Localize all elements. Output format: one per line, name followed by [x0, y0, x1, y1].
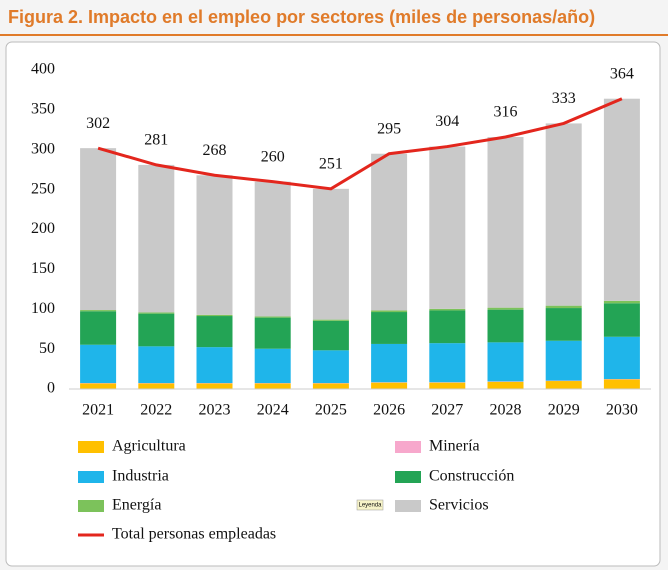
bar-segment	[545, 305, 582, 309]
bar-segment	[603, 98, 640, 301]
y-tick-label: 150	[31, 260, 55, 277]
bar-segment	[603, 379, 640, 389]
bar-segment	[429, 308, 466, 311]
legend-label: Energía	[112, 497, 161, 514]
bar-segment	[80, 383, 117, 389]
bar-segment	[138, 164, 175, 313]
x-tick-label: 2027	[431, 402, 463, 419]
bar-segment	[603, 300, 640, 304]
data-label: 302	[86, 115, 110, 132]
bar-segment	[80, 148, 117, 311]
legend-badge-box	[356, 499, 384, 511]
bar-segment	[487, 381, 524, 389]
bar-segment	[429, 343, 466, 383]
bar-segment	[487, 342, 524, 382]
bar-segment	[371, 153, 408, 311]
bar-segment	[196, 347, 233, 384]
x-tick-label: 2021	[82, 402, 114, 419]
legend-label: Minería	[429, 438, 480, 455]
y-tick-label: 200	[31, 220, 55, 237]
legend-label: Total personas empleadas	[112, 526, 276, 543]
bar-segment	[80, 311, 117, 345]
legend-label: Industria	[112, 468, 169, 485]
bar-segment	[603, 303, 640, 337]
data-label: 281	[144, 132, 168, 149]
bar-segment	[254, 317, 291, 349]
bar-segment	[371, 310, 408, 313]
bar-segment	[603, 336, 640, 380]
data-label: 295	[377, 120, 401, 137]
bar-segment	[196, 316, 233, 348]
data-label: 268	[203, 142, 227, 159]
bar-segment	[429, 310, 466, 344]
bar-segment	[254, 316, 291, 318]
bar-segment	[312, 383, 349, 389]
x-tick-label: 2024	[257, 402, 289, 419]
bar-segment	[80, 310, 117, 312]
y-tick-label: 300	[31, 140, 55, 157]
bar-segment	[80, 344, 117, 384]
bar-segment	[487, 309, 524, 343]
bar-segment	[196, 383, 233, 389]
legend-label: Agricultura	[112, 438, 186, 455]
legend-badge: Leyenda	[358, 503, 382, 509]
bar-segment	[312, 350, 349, 384]
data-label: 304	[435, 113, 459, 130]
chart-title: Figura 2. Impacto en el empleo por secto…	[8, 7, 595, 27]
data-label: 364	[610, 65, 634, 82]
x-tick-label: 2022	[140, 402, 172, 419]
bar-segment	[487, 136, 524, 308]
y-tick-label: 0	[47, 380, 55, 397]
bar-segment	[429, 382, 466, 389]
data-label: 333	[552, 90, 576, 107]
bar-segment	[254, 383, 291, 389]
legend-label: Construcción	[429, 468, 514, 485]
y-tick-label: 400	[31, 61, 55, 78]
x-tick-label: 2030	[606, 402, 638, 419]
x-tick-label: 2026	[373, 402, 405, 419]
bar-segment	[138, 312, 175, 314]
y-tick-label: 250	[31, 180, 55, 197]
bar-segment	[545, 308, 582, 341]
y-tick-label: 100	[31, 300, 55, 317]
data-label: 260	[261, 148, 285, 165]
bar-segment	[138, 383, 175, 389]
legend-swatch	[395, 500, 421, 512]
legend-swatch	[78, 441, 104, 453]
bar-segment	[545, 123, 582, 306]
bar-segment	[429, 146, 466, 309]
legend-swatch	[395, 471, 421, 483]
legend-swatch	[395, 441, 421, 453]
x-tick-label: 2025	[315, 402, 347, 419]
x-tick-label: 2028	[490, 402, 522, 419]
bar-segment	[196, 175, 233, 315]
x-tick-label: 2029	[548, 402, 580, 419]
bar-segment	[138, 313, 175, 347]
bar-segment	[545, 381, 582, 389]
y-tick-label: 50	[39, 340, 55, 357]
bar-segment	[371, 343, 408, 383]
bar-segment	[312, 320, 349, 351]
bar-segment	[196, 314, 233, 317]
legend-swatch	[78, 500, 104, 512]
y-tick-label: 350	[31, 101, 55, 118]
data-label: 316	[494, 104, 518, 121]
bar-segment	[138, 346, 175, 384]
total-line	[97, 97, 623, 191]
bar-segment	[487, 307, 524, 310]
bar-segment	[254, 181, 291, 317]
x-tick-label: 2023	[199, 402, 231, 419]
bar-segment	[371, 382, 408, 389]
bar-segment	[545, 340, 582, 381]
legend-swatch	[78, 471, 104, 483]
bar-segment	[371, 312, 408, 344]
data-label: 251	[319, 155, 343, 172]
bar-segment	[254, 348, 291, 384]
legend-label: Servicios	[429, 497, 489, 514]
bar-segment	[312, 188, 349, 320]
bar-segment	[312, 319, 349, 321]
